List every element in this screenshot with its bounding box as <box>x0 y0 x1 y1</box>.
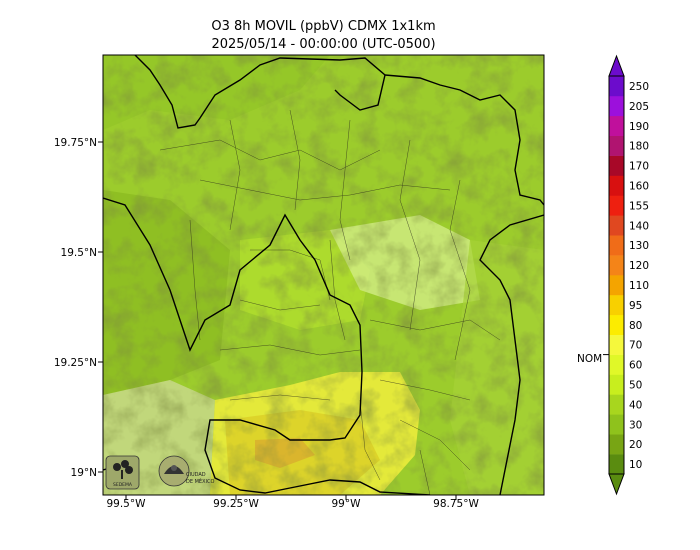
colorbar: 10 20 30 40 50 60 70 80 95 110 120 130 140 155 160 170 1… <box>603 54 649 496</box>
colorbar-level-label: 30 <box>629 419 642 431</box>
colorbar-level-label: 60 <box>629 360 642 372</box>
lat-tick-label: 19.75°N <box>54 137 97 149</box>
colorbar-segment <box>609 275 624 296</box>
lat-tick-label: 19°N <box>71 467 97 479</box>
colorbar-level-label: 140 <box>629 220 649 232</box>
lat-tick-label: 19.5°N <box>61 247 97 259</box>
cdmx-logo: CIUDAD DE MÉXICO <box>158 455 214 487</box>
colorbar-level-label: 160 <box>629 180 649 192</box>
colorbar-segment <box>609 414 624 435</box>
colorbar-level-label: 20 <box>629 439 642 451</box>
colorbar-level-label: 190 <box>629 121 649 133</box>
colorbar-segment <box>609 115 624 136</box>
colorbar-segment <box>609 195 624 216</box>
municipal-boundaries <box>159 109 501 495</box>
colorbar-extend-max <box>608 54 625 77</box>
colorbar-segment <box>609 135 624 156</box>
colorbar-level-label: 70 <box>629 340 642 352</box>
colorbar-level-label: 130 <box>629 240 649 252</box>
lat-axis: 19.75°N 19.5°N 19.25°N 19°N <box>54 137 103 479</box>
map-subtitle: 2025/05/14 - 00:00:00 (UTC-0500) <box>211 37 436 52</box>
nom-label: NOM <box>577 353 602 365</box>
svg-text:DE MÉXICO: DE MÉXICO <box>186 477 214 485</box>
lon-axis: 99.5°W 99.25°W 99°W 98.75°W <box>106 495 479 510</box>
colorbar-extend-min <box>608 473 625 496</box>
sedema-logo: SEDEMA <box>105 455 140 490</box>
colorbar-level-label: 120 <box>629 260 649 272</box>
colorbar-segment <box>609 354 624 375</box>
colorbar-segment <box>609 314 624 335</box>
colorbar-level-label: 205 <box>629 101 649 113</box>
colorbar-segment <box>609 235 624 256</box>
colorbar-level-label: 110 <box>629 280 649 292</box>
colorbar-level-label: 95 <box>629 300 642 312</box>
colorbar-segment <box>609 434 624 455</box>
svg-text:CIUDAD: CIUDAD <box>186 472 206 478</box>
colorbar-segment <box>609 374 624 395</box>
map-frame <box>102 54 545 496</box>
colorbar-segment <box>609 95 624 117</box>
colorbar-level-label: 170 <box>629 161 649 173</box>
map-area: SEDEMA CIUDAD DE MÉXICO <box>103 55 544 495</box>
colorbar-segment <box>609 255 624 276</box>
colorbar-frame <box>608 75 625 475</box>
colorbar-level-label: 155 <box>629 200 649 212</box>
colorbar-segment <box>609 76 624 97</box>
colorbar-segment <box>609 294 624 316</box>
colorbar-segment <box>609 394 624 415</box>
svg-text:SEDEMA: SEDEMA <box>113 482 133 488</box>
colorbar-level-label: 50 <box>629 379 642 391</box>
colorbar-level-label: 40 <box>629 399 642 411</box>
lon-tick-label: 99°W <box>332 498 362 510</box>
lon-tick-label: 99.25°W <box>213 498 259 510</box>
colorbar-level-label: 180 <box>629 141 649 153</box>
state-boundaries <box>103 55 544 495</box>
map-title: O3 8h MOVIL (ppbV) CDMX 1x1km <box>211 19 436 34</box>
colorbar-level-label: 80 <box>629 320 642 332</box>
colorbar-segment <box>609 454 624 475</box>
lon-tick-label: 98.75°W <box>433 498 479 510</box>
colorbar-level-label: 10 <box>629 459 642 471</box>
lat-tick-label: 19.25°N <box>54 357 97 369</box>
lon-tick-label: 99.5°W <box>106 498 146 510</box>
colorbar-segment <box>609 215 624 236</box>
colorbar-segment <box>609 334 624 355</box>
colorbar-segment <box>609 155 624 176</box>
colorbar-segment <box>609 175 624 196</box>
colorbar-level-label: 250 <box>629 81 649 93</box>
